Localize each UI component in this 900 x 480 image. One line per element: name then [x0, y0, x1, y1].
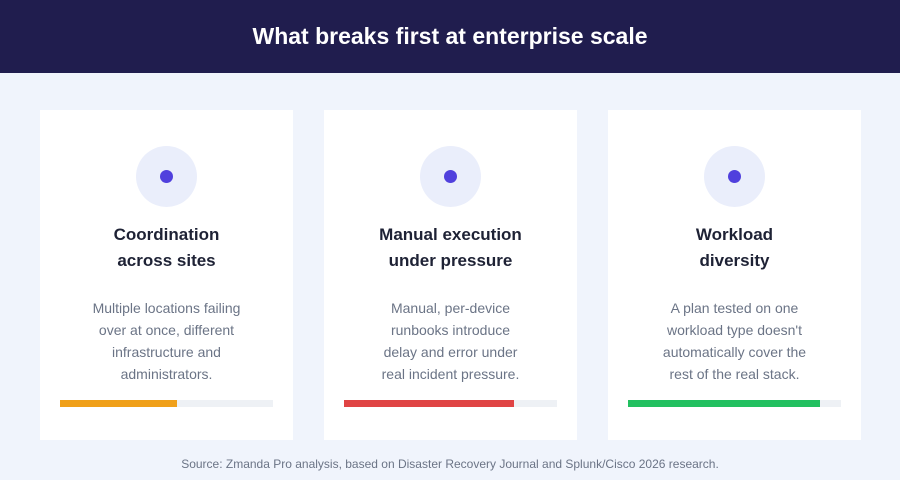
card-desc-line: infrastructure and — [112, 344, 221, 360]
card-title-line: Coordination — [113, 225, 220, 244]
icon-badge — [420, 146, 481, 207]
page-title: What breaks first at enterprise scale — [252, 23, 648, 49]
card-coordination: Coordination across sites Multiple locat… — [40, 110, 293, 440]
card-title-line: diversity — [699, 251, 770, 270]
dot-icon — [444, 170, 457, 183]
level-bar — [628, 400, 841, 407]
card-desc-line: workload type doesn't — [667, 322, 802, 338]
card-title-line: under pressure — [388, 251, 513, 270]
card-title-line: Workload — [695, 225, 774, 244]
card-desc-line: over at once, different — [98, 322, 235, 338]
card-desc-line: administrators. — [120, 366, 213, 382]
level-bar — [60, 400, 273, 407]
level-bar-fill — [60, 400, 178, 407]
card-description: Multiple locations failing over at once,… — [40, 297, 293, 385]
card-title-line: across sites — [117, 251, 216, 270]
card-desc-line: Multiple locations failing — [92, 300, 241, 316]
card-description: A plan tested on one workload type doesn… — [608, 297, 861, 385]
header-banner: What breaks first at enterprise scale — [0, 0, 900, 73]
card-desc-line: Manual, per-device — [390, 300, 511, 316]
card-desc-line: runbooks introduce — [390, 322, 511, 338]
card-description: Manual, per-device runbooks introduce de… — [324, 297, 577, 385]
icon-badge — [136, 146, 197, 207]
card-workload-diversity: Workload diversity A plan tested on one … — [608, 110, 861, 440]
card-title: Manual execution under pressure — [324, 222, 577, 274]
dot-icon — [160, 170, 173, 183]
card-manual-execution: Manual execution under pressure Manual, … — [324, 110, 577, 440]
card-desc-line: A plan tested on one — [670, 300, 799, 316]
card-title: Coordination across sites — [40, 222, 293, 274]
card-desc-line: rest of the real stack. — [669, 366, 800, 382]
level-bar — [344, 400, 557, 407]
icon-badge — [704, 146, 765, 207]
dot-icon — [728, 170, 741, 183]
level-bar-fill — [628, 400, 820, 407]
card-title: Workload diversity — [608, 222, 861, 274]
card-title-line: Manual execution — [379, 225, 522, 244]
level-bar-fill — [344, 400, 515, 407]
card-desc-line: automatically cover the — [662, 344, 807, 360]
card-desc-line: real incident pressure. — [381, 366, 520, 382]
source-note: Source: Zmanda Pro analysis, based on Di… — [181, 457, 719, 471]
card-desc-line: delay and error under — [383, 344, 518, 360]
